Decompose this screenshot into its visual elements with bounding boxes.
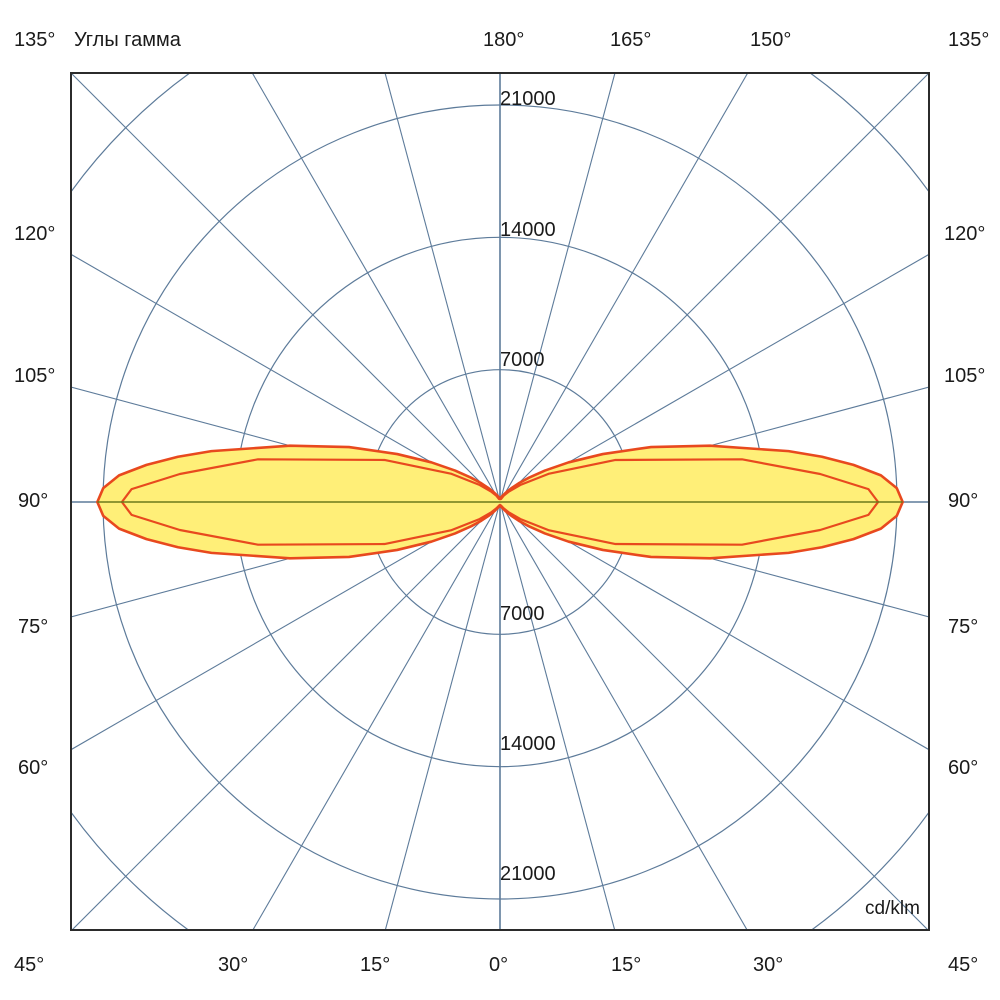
curve-c90-c270-stroke xyxy=(120,458,880,546)
bottom-label-5: 30° xyxy=(753,954,784,976)
rings-label-2: 7000 xyxy=(500,349,545,371)
bottom-label-2: 15° xyxy=(360,954,391,976)
top-label-3: 150° xyxy=(750,29,792,51)
right-label-0: 120° xyxy=(944,223,986,245)
left-label-3: 75° xyxy=(18,616,49,638)
right-label-2: 90° xyxy=(948,490,979,512)
top-label-4: 135° xyxy=(948,29,990,51)
rings-label-3: 7000 xyxy=(500,603,545,625)
unit-label: cd/klm xyxy=(865,898,920,919)
top-label-0: 135° xyxy=(14,29,56,51)
top-label-2: 165° xyxy=(610,29,652,51)
rings-label-1: 14000 xyxy=(500,219,556,241)
left-label-0: 120° xyxy=(14,223,56,245)
plot-border xyxy=(70,72,930,931)
bottom-label-1: 30° xyxy=(218,954,249,976)
left-label-2: 90° xyxy=(18,490,49,512)
rings-label-5: 21000 xyxy=(500,863,556,885)
rings-label-4: 14000 xyxy=(500,733,556,755)
bottom-label-0: 45° xyxy=(14,954,45,976)
luminous-intensity-curves xyxy=(96,444,904,560)
bottom-label-6: 45° xyxy=(948,954,979,976)
bottom-label-4: 15° xyxy=(611,954,642,976)
right-label-1: 105° xyxy=(944,365,986,387)
left-label-1: 105° xyxy=(14,365,56,387)
top-label-1: 180° xyxy=(483,29,525,51)
bottom-label-3: 0° xyxy=(489,954,509,976)
right-label-4: 60° xyxy=(948,757,979,779)
left-label-4: 60° xyxy=(18,757,49,779)
gamma-angles-caption: Углы гамма xyxy=(74,29,181,51)
rings-label-0: 21000 xyxy=(500,88,556,110)
right-label-3: 75° xyxy=(948,616,979,638)
